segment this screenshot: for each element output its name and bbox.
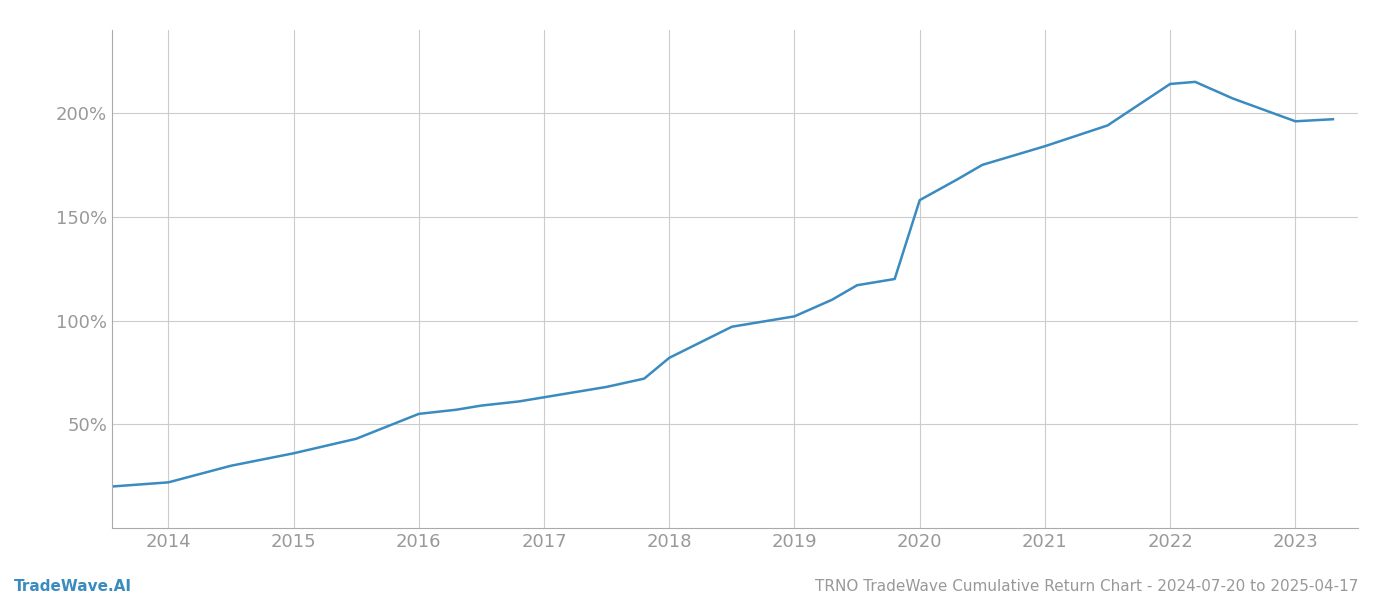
Text: TRNO TradeWave Cumulative Return Chart - 2024-07-20 to 2025-04-17: TRNO TradeWave Cumulative Return Chart -…	[815, 579, 1358, 594]
Text: TradeWave.AI: TradeWave.AI	[14, 579, 132, 594]
